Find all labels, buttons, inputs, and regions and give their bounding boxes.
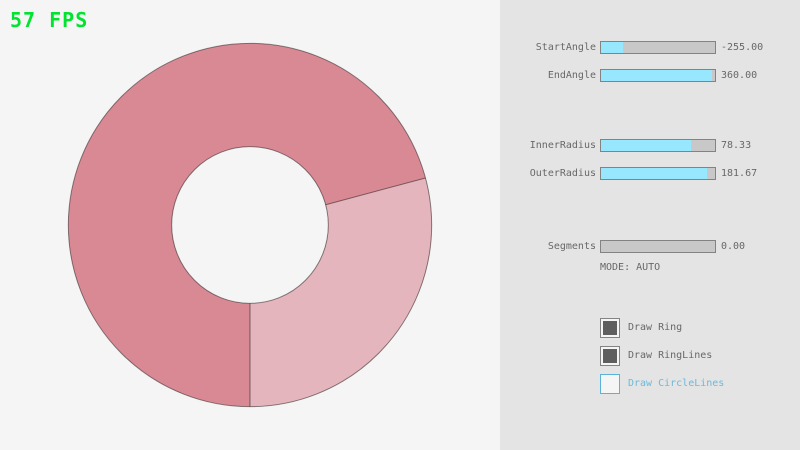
outer-radius-slider[interactable] (600, 167, 716, 180)
segments-mode-text: MODE: AUTO (600, 262, 661, 273)
ring-inner-line (171, 146, 329, 304)
draw-ring-checkbox[interactable] (600, 318, 620, 338)
start-angle-slider[interactable] (600, 41, 716, 54)
segments-label: Segments (547, 241, 596, 252)
outer-radius-value: 181.67 (721, 168, 758, 179)
slider-row-inner-radius: InnerRadius 78.33 (500, 139, 800, 153)
slider-row-start-angle: StartAngle -255.00 (500, 41, 800, 55)
segments-value: 0.00 (721, 241, 746, 252)
slider-row-segments: Segments 0.00 (500, 240, 800, 254)
end-angle-slider[interactable] (600, 69, 716, 82)
ring-light-segment (250, 177, 432, 407)
inner-radius-label: InnerRadius (529, 140, 596, 151)
end-angle-label: EndAngle (547, 70, 596, 81)
start-angle-slider-fill (601, 42, 623, 53)
control-panel: StartAngle -255.00 EndAngle 360.00 Inner… (500, 0, 800, 450)
ring-segment-line-east (325, 177, 426, 206)
check-mark (603, 349, 617, 363)
slider-row-end-angle: EndAngle 360.00 (500, 69, 800, 83)
end-angle-slider-fill (601, 70, 712, 81)
inner-radius-slider-fill (601, 140, 692, 151)
draw-circlelines-checkbox[interactable] (600, 374, 620, 394)
fps-counter: 57 FPS (10, 8, 89, 32)
start-angle-label: StartAngle (535, 42, 596, 53)
draw-circlelines-label: Draw CircleLines (628, 378, 725, 389)
outer-radius-slider-fill (601, 168, 708, 179)
inner-radius-slider[interactable] (600, 139, 716, 152)
draw-ringlines-label: Draw RingLines (628, 350, 713, 361)
end-angle-value: 360.00 (721, 70, 758, 81)
slider-row-outer-radius: OuterRadius 181.67 (500, 167, 800, 181)
ring-inner-hole (171, 146, 329, 304)
ring-outer-line (67, 42, 433, 408)
check-mark (603, 321, 617, 335)
start-angle-value: -255.00 (721, 42, 764, 53)
segments-slider[interactable] (600, 240, 716, 253)
inner-radius-value: 78.33 (721, 140, 752, 151)
draw-ring-label: Draw Ring (628, 322, 683, 333)
draw-ringlines-checkbox[interactable] (600, 346, 620, 366)
ring-canvas (67, 42, 433, 408)
outer-radius-label: OuterRadius (529, 168, 596, 179)
